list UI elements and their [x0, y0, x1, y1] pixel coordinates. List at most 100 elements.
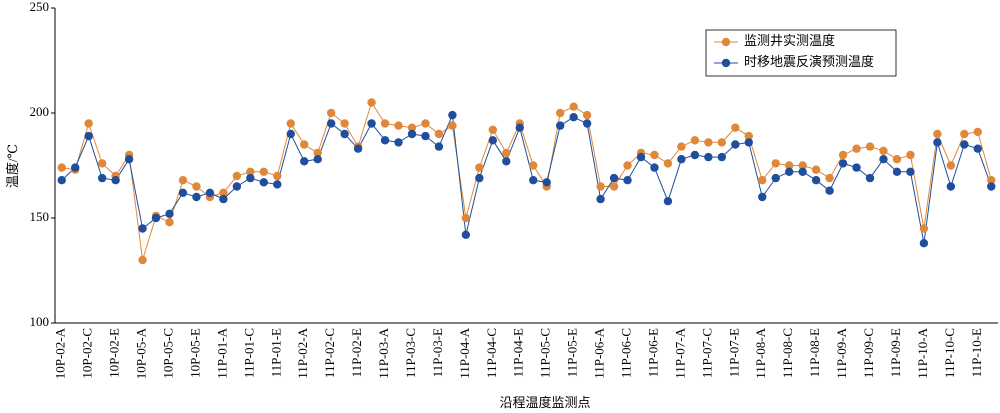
data-point: [731, 140, 740, 149]
data-point: [178, 188, 188, 197]
data-point: [865, 142, 875, 151]
series-line: [61, 101, 992, 261]
x-tick-label: 11P-05-C: [538, 328, 553, 378]
data-point: [906, 167, 915, 176]
data-point: [704, 138, 713, 147]
x-tick-label: 10P-02-E: [107, 328, 122, 378]
x-tick-label: 11P-04-C: [484, 328, 499, 378]
x-tick-label: 11P-06-E: [645, 328, 660, 377]
x-tick-label: 11P-02-A: [295, 327, 310, 378]
data-point: [192, 192, 201, 202]
data-point: [636, 152, 646, 162]
data-point: [57, 163, 66, 172]
data-point: [529, 161, 538, 170]
data-point: [690, 150, 700, 160]
data-point: [555, 108, 565, 118]
data-point: [246, 173, 255, 183]
data-point: [704, 152, 713, 162]
data-point: [340, 119, 349, 128]
data-point: [717, 138, 727, 147]
data-point: [111, 176, 120, 185]
data-point: [731, 123, 740, 132]
data-point: [192, 182, 201, 191]
data-point: [273, 171, 282, 181]
data-point: [97, 173, 107, 183]
data-point: [717, 152, 727, 162]
data-point: [623, 176, 632, 185]
legend-label: 时移地震反演预测温度: [744, 54, 874, 69]
data-point: [326, 119, 336, 128]
data-point: [771, 159, 780, 168]
legend-marker: [721, 58, 731, 68]
data-point: [515, 123, 524, 132]
x-tick-label: 11P-03-E: [430, 328, 445, 377]
data-point: [960, 140, 969, 149]
data-point: [529, 176, 538, 185]
data-point: [987, 176, 996, 185]
data-point: [946, 161, 956, 170]
data-point: [852, 144, 861, 153]
data-point: [569, 113, 578, 122]
data-point: [919, 239, 929, 248]
data-point: [434, 129, 444, 139]
data-point: [946, 182, 956, 191]
data-point: [326, 108, 336, 118]
data-point: [596, 182, 605, 191]
data-point: [609, 173, 619, 183]
data-point: [784, 161, 794, 170]
data-point: [582, 119, 592, 128]
x-axis-title: 沿程温度监测点: [499, 395, 590, 410]
series-line: [61, 113, 992, 244]
data-point: [394, 121, 403, 130]
data-point: [879, 146, 888, 155]
data-point: [394, 138, 403, 147]
data-point: [353, 144, 363, 153]
data-point: [798, 167, 807, 176]
data-point: [461, 230, 471, 239]
data-point: [286, 119, 295, 128]
data-point: [744, 131, 753, 141]
data-point: [542, 178, 551, 187]
data-point: [448, 110, 457, 120]
x-tick-label: 10P-02-C: [80, 328, 95, 379]
data-point: [892, 167, 902, 176]
data-point: [758, 192, 767, 202]
data-point: [609, 182, 619, 191]
data-point: [933, 129, 942, 139]
x-tick-label: 11P-04-A: [457, 327, 472, 378]
x-tick-label: 10P-02-A: [53, 327, 68, 379]
data-point: [811, 165, 821, 174]
data-point: [650, 150, 659, 160]
x-tick-label: 11P-08-E: [807, 328, 822, 377]
x-tick-label: 11P-05-E: [565, 328, 580, 377]
data-point: [407, 123, 417, 132]
y-tick-label: 200: [30, 104, 50, 119]
data-point: [313, 155, 322, 164]
data-point: [502, 148, 511, 158]
y-tick-label: 100: [30, 314, 50, 329]
data-point: [461, 213, 471, 223]
legend-marker: [721, 37, 731, 47]
data-point: [421, 119, 430, 128]
x-tick-label: 11P-08-A: [753, 327, 768, 378]
data-point: [865, 173, 875, 183]
x-tick-label: 11P-03-A: [376, 327, 391, 378]
data-point: [852, 163, 861, 172]
data-point: [71, 163, 80, 172]
data-point: [650, 163, 659, 172]
x-tick-label: 11P-02-C: [322, 328, 337, 378]
y-tick-label: 250: [30, 0, 50, 14]
x-tick-label: 11P-07-E: [726, 328, 741, 377]
x-tick-label: 11P-10-A: [915, 327, 930, 378]
data-point: [178, 176, 188, 185]
data-point: [825, 186, 834, 195]
data-point: [219, 188, 228, 197]
data-point: [300, 157, 309, 166]
data-point: [582, 110, 592, 120]
x-tick-label: 11P-10-C: [942, 328, 957, 378]
data-point: [987, 182, 996, 191]
data-point: [798, 161, 807, 170]
data-point: [906, 150, 915, 160]
